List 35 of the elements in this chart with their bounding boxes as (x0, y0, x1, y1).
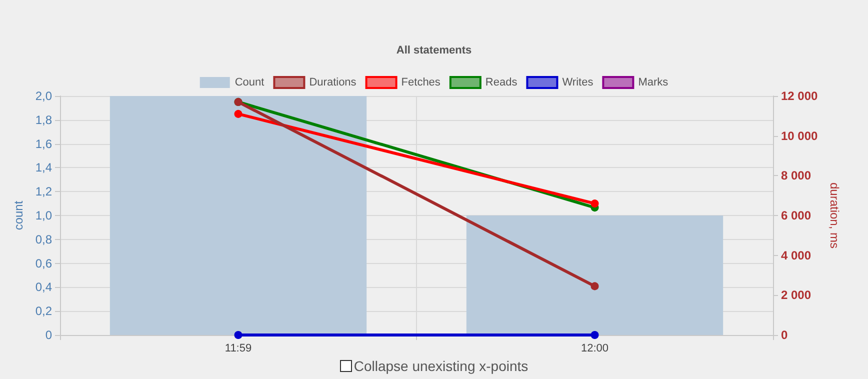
point (590, 200, 599, 208)
y-tick-label: 1,6 (35, 136, 52, 151)
point (234, 331, 242, 339)
y2-tick-label: 8 000 (781, 168, 812, 183)
y-tick-label: 0,2 (35, 304, 52, 318)
legend-label: Count (234, 76, 264, 88)
y2-tick-label: 10 000 (781, 128, 818, 143)
y2-tick-label: 0 (781, 328, 788, 342)
y-tick-label: 0,4 (35, 280, 52, 294)
legend-label: Durations (309, 76, 357, 88)
y-tick-label: 1,2 (35, 184, 52, 199)
chart-title: All statements (396, 44, 472, 56)
y-tick-label: 2,0 (35, 89, 52, 103)
point (590, 331, 599, 339)
y-tick-label: 1,0 (35, 208, 52, 222)
point (234, 110, 242, 118)
y-axis-title: count (11, 200, 26, 230)
legend-label: Marks (638, 76, 669, 88)
y-tick-label: 1,8 (35, 112, 52, 127)
point (590, 282, 599, 290)
legend-label: Fetches (401, 76, 441, 88)
y-tick-label: 0,6 (35, 256, 52, 270)
y2-tick-label: 6 000 (781, 208, 812, 222)
y2-tick-label: 4 000 (781, 248, 812, 262)
y2-tick-label: 12 000 (781, 89, 818, 103)
legend-label: Reads (485, 76, 518, 88)
y2-axis-title: duration, ms (828, 182, 842, 249)
y-tick-label: 1,4 (35, 160, 52, 175)
text: Collapse unexisting x-points (354, 358, 528, 374)
legend-label: Writes (562, 76, 594, 88)
x-tick-label: 11:59 (224, 342, 252, 354)
y2-tick-label: 2 000 (781, 288, 812, 302)
y-tick-label: 0,8 (35, 232, 52, 246)
x-tick-label: 12:00 (580, 342, 609, 354)
y-tick-label: 0 (45, 328, 52, 342)
